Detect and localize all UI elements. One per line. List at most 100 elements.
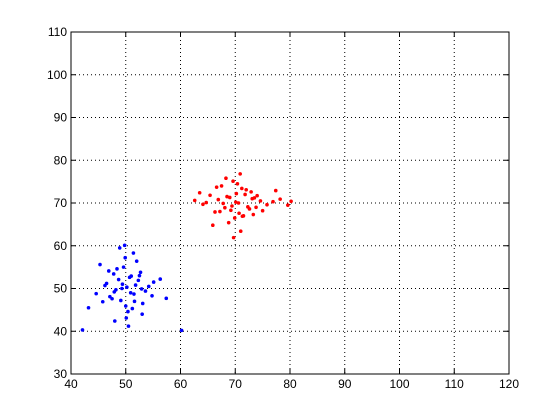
point <box>126 324 131 328</box>
point <box>132 292 136 296</box>
point <box>123 255 128 260</box>
point <box>236 201 241 205</box>
point <box>243 192 247 197</box>
point <box>94 291 98 296</box>
point <box>125 285 129 290</box>
point <box>164 296 169 301</box>
point <box>271 199 275 204</box>
point <box>116 277 121 282</box>
point <box>240 186 244 191</box>
point <box>289 199 293 204</box>
x-tick-label: 70 <box>229 377 243 391</box>
point <box>204 200 209 205</box>
point <box>117 246 122 250</box>
point <box>80 328 85 332</box>
point <box>158 277 163 281</box>
point <box>106 269 111 273</box>
point <box>151 280 156 284</box>
point <box>265 202 269 207</box>
x-tick-label: 40 <box>64 377 78 391</box>
point <box>238 229 243 234</box>
y-tick-label: 100 <box>47 68 67 82</box>
point <box>119 298 123 303</box>
point <box>251 212 256 217</box>
point <box>221 201 226 206</box>
x-tick-label: 80 <box>283 377 297 391</box>
point <box>227 195 232 200</box>
point <box>225 194 229 199</box>
point <box>129 274 134 278</box>
point <box>121 265 126 269</box>
point <box>231 179 235 183</box>
point <box>103 283 107 288</box>
point <box>134 259 139 263</box>
point <box>273 188 278 193</box>
point <box>150 293 154 298</box>
point <box>240 214 245 219</box>
point <box>136 278 141 283</box>
point <box>233 200 238 204</box>
point <box>110 296 114 301</box>
x-tick-label: 110 <box>445 377 464 391</box>
y-tick-label: 80 <box>54 153 68 167</box>
point <box>86 305 91 310</box>
x-tick-label: 60 <box>174 377 188 391</box>
point <box>254 205 258 210</box>
x-tick-label: 120 <box>499 377 519 391</box>
point <box>258 199 263 203</box>
point <box>237 211 241 216</box>
point <box>128 290 133 295</box>
point <box>139 287 144 291</box>
point <box>122 243 127 248</box>
point <box>250 196 255 201</box>
point <box>201 202 205 207</box>
point <box>131 251 136 255</box>
point <box>214 185 219 189</box>
point <box>230 204 234 208</box>
y-tick-label: 110 <box>48 25 67 39</box>
point <box>249 190 253 194</box>
point <box>115 267 119 271</box>
point <box>124 316 129 320</box>
point <box>120 282 125 287</box>
point <box>224 176 228 181</box>
point <box>244 187 248 192</box>
y-tick-label: 30 <box>54 367 68 381</box>
point <box>137 273 142 278</box>
point <box>111 272 116 276</box>
point <box>278 197 282 201</box>
point <box>218 209 222 214</box>
point <box>213 210 217 214</box>
point <box>247 207 252 211</box>
point <box>232 216 237 220</box>
x-tick-label: 50 <box>119 377 133 391</box>
point <box>138 270 143 275</box>
x-tick-label: 100 <box>389 377 409 391</box>
point <box>192 198 197 203</box>
point <box>98 262 102 267</box>
point <box>197 190 202 195</box>
y-tick-label: 70 <box>54 196 68 210</box>
point <box>223 205 227 210</box>
point <box>235 181 240 186</box>
point <box>123 304 128 308</box>
point <box>286 203 290 207</box>
point <box>146 284 151 289</box>
point <box>231 235 236 240</box>
point <box>100 299 105 304</box>
point <box>208 193 212 198</box>
point <box>238 172 242 176</box>
point <box>216 197 221 202</box>
x-tick-label: 90 <box>338 377 352 391</box>
point <box>234 191 239 196</box>
point <box>126 309 130 314</box>
point <box>140 301 145 306</box>
point <box>133 283 138 287</box>
point <box>113 319 117 323</box>
point <box>211 223 215 228</box>
point <box>130 306 135 311</box>
y-tick-label: 90 <box>54 111 68 125</box>
point <box>229 208 233 213</box>
point <box>112 290 117 294</box>
